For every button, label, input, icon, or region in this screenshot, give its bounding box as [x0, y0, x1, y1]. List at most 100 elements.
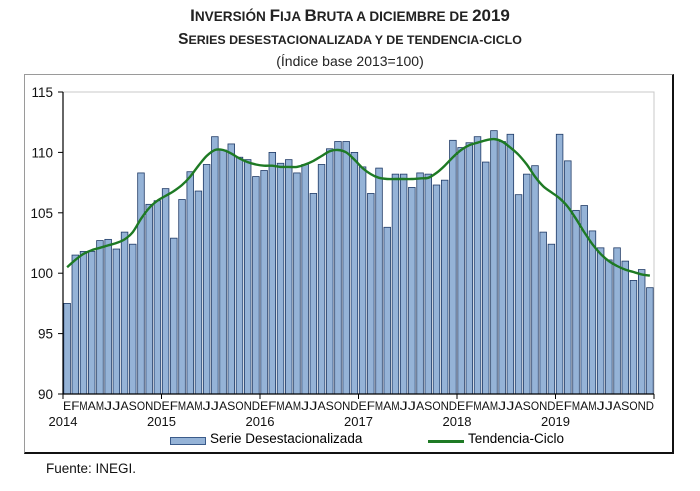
- bar: [309, 193, 318, 395]
- bar: [350, 151, 359, 395]
- bar: [71, 254, 80, 395]
- x-tick-label-year: 2018: [443, 414, 472, 429]
- x-tick-label-month: S: [326, 401, 335, 413]
- x-tick-label-month: A: [88, 401, 97, 413]
- x-tick-label-month: M: [490, 401, 498, 413]
- bar: [490, 130, 498, 395]
- x-tick-label-month: J: [597, 401, 605, 413]
- bar: [457, 147, 465, 395]
- bar: [161, 188, 170, 395]
- bar: [219, 149, 227, 395]
- x-tick-label-month: O: [531, 401, 539, 413]
- chart-subtitle: SERIES DESESTACIONALIZADA Y DE TENDENCIA…: [0, 31, 700, 49]
- x-tick-label-month: S: [424, 401, 433, 413]
- bar: [531, 165, 539, 395]
- x-tick-label-month: A: [514, 401, 523, 413]
- bar: [399, 173, 408, 395]
- x-tick-label-month: J: [211, 401, 219, 413]
- x-tick-label-month: J: [408, 401, 416, 413]
- title-part: 2019: [472, 6, 510, 25]
- x-tick-label-month: E: [162, 401, 171, 413]
- x-tick-label-month: N: [441, 401, 449, 413]
- bar: [572, 209, 580, 395]
- x-tick-label-month: J: [309, 401, 317, 413]
- x-tick-label-month: D: [252, 401, 260, 413]
- x-tick-label-month: N: [244, 401, 252, 413]
- x-tick-label-month: S: [129, 401, 138, 413]
- y-tick-label: 100: [30, 266, 53, 281]
- bar: [276, 162, 285, 395]
- x-tick-label-month: J: [104, 401, 112, 413]
- x-tick-label-month: A: [219, 401, 228, 413]
- x-tick-label-month: M: [79, 401, 87, 413]
- bar: [63, 302, 71, 395]
- bar: [440, 179, 449, 395]
- title-part: B: [304, 6, 317, 25]
- bar: [498, 141, 506, 395]
- x-tick-label-month: A: [580, 401, 589, 413]
- x-tick-label-year: 2017: [344, 414, 373, 429]
- x-tick-label-month: E: [556, 401, 565, 413]
- x-tick-label-month: M: [588, 401, 596, 413]
- x-tick-label-month: F: [564, 401, 572, 413]
- x-tick-label-month: J: [506, 401, 514, 413]
- x-tick-label-year: 2015: [147, 414, 176, 429]
- bar: [564, 160, 572, 395]
- title-part: RUTA A DICIEMBRE DE: [316, 9, 473, 24]
- x-tick-label-month: O: [137, 401, 145, 413]
- x-tick-label-month: E: [457, 401, 466, 413]
- x-tick-label-month: M: [572, 401, 580, 413]
- trend-line: [66, 137, 651, 277]
- bar: [186, 171, 194, 395]
- bar: [317, 164, 326, 395]
- chart-title: INVERSIÓN FIJA BRUTA A DICIEMBRE DE 2019: [0, 6, 700, 26]
- x-tick-label-month: N: [145, 401, 153, 413]
- x-tick-label-month: M: [194, 401, 202, 413]
- title-part: IJA: [280, 9, 305, 24]
- x-tick-label-month: J: [301, 401, 309, 413]
- x-tick-label-year: 2016: [246, 414, 275, 429]
- x-tick-label-month: D: [449, 401, 457, 413]
- x-tick-label-month: N: [539, 401, 547, 413]
- y-tick-label: 115: [31, 85, 53, 100]
- x-tick-label-month: M: [473, 401, 481, 413]
- bar: [416, 172, 424, 395]
- bar: [473, 136, 482, 395]
- subtitle-part: ERIES DESESTACIONALIZADA Y DE TENDENCIA-…: [188, 33, 522, 47]
- bar: [153, 200, 162, 395]
- bar: [358, 166, 367, 395]
- x-tick-label-year: 2019: [541, 414, 570, 429]
- bar: [514, 194, 523, 395]
- x-tick-label-month: E: [359, 401, 368, 413]
- x-tick-label-month: M: [276, 401, 284, 413]
- bar: [596, 247, 605, 395]
- legend-swatch-bars: [170, 437, 206, 445]
- x-tick-label-month: N: [342, 401, 350, 413]
- bar: [137, 172, 145, 395]
- x-tick-label-month: F: [170, 401, 178, 413]
- y-tick-label: 90: [38, 387, 53, 402]
- title-part: NVERSIÓN: [194, 9, 270, 24]
- bar: [252, 176, 260, 395]
- bar: [79, 251, 88, 395]
- x-tick-label-month: O: [432, 401, 440, 413]
- bar: [637, 269, 646, 395]
- x-tick-label-month: M: [391, 401, 399, 413]
- bar: [293, 172, 301, 395]
- x-tick-label-month: F: [71, 401, 79, 413]
- bar: [301, 164, 309, 395]
- bar: [629, 280, 638, 395]
- x-tick-label-month: E: [63, 401, 72, 413]
- x-tick-label-month: F: [465, 401, 473, 413]
- x-tick-label-month: O: [334, 401, 342, 413]
- bar: [170, 237, 178, 395]
- bar: [194, 190, 203, 395]
- x-tick-label-month: J: [203, 401, 211, 413]
- bar: [326, 148, 334, 395]
- bar: [334, 141, 342, 395]
- bar: [465, 142, 474, 395]
- x-tick-label-month: F: [268, 401, 276, 413]
- bar: [342, 141, 350, 395]
- x-tick-label-month: E: [260, 401, 269, 413]
- title-part: F: [269, 6, 281, 25]
